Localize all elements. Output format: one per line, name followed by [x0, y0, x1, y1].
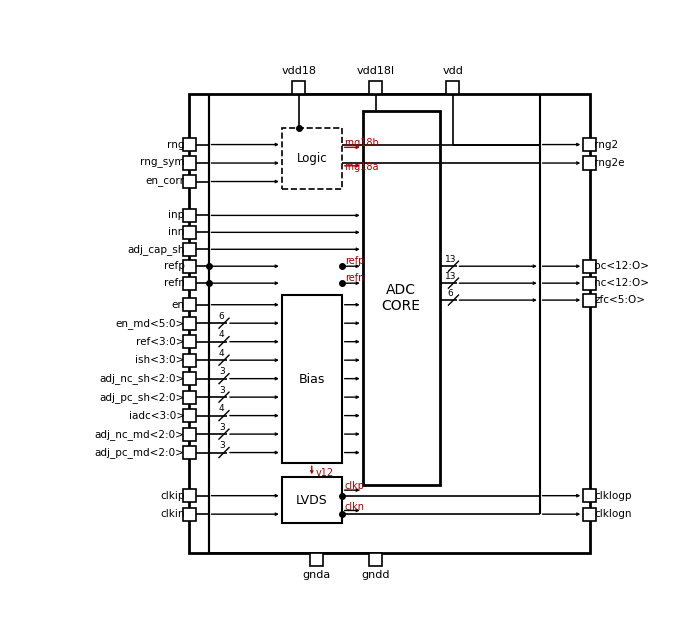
Text: LVDS: LVDS — [296, 494, 328, 507]
Text: refn: refn — [164, 278, 185, 288]
Text: refp: refp — [164, 261, 185, 271]
Text: vdd18: vdd18 — [281, 67, 316, 76]
Text: rng: rng — [167, 140, 185, 150]
Bar — [282, 477, 342, 524]
Text: Logic: Logic — [297, 152, 327, 165]
Bar — [183, 226, 196, 239]
Text: 4: 4 — [219, 349, 225, 358]
Bar — [183, 298, 196, 311]
Text: en_md<5:0>: en_md<5:0> — [116, 317, 185, 329]
Text: gnda: gnda — [302, 570, 330, 580]
Bar — [369, 81, 382, 93]
Text: adj_nc_sh<2:0>: adj_nc_sh<2:0> — [99, 373, 185, 384]
Text: Bias: Bias — [299, 373, 325, 386]
Bar — [183, 243, 196, 256]
Text: clklogn: clklogn — [594, 509, 632, 519]
Text: nc<12:O>: nc<12:O> — [594, 278, 650, 288]
Text: clkp: clkp — [344, 481, 364, 490]
Bar — [183, 276, 196, 290]
Bar — [183, 260, 196, 273]
Text: 4: 4 — [219, 404, 225, 413]
Bar — [190, 93, 590, 553]
Bar — [183, 428, 196, 440]
Bar — [183, 335, 196, 348]
Text: rng18a: rng18a — [344, 161, 379, 172]
Text: refp: refp — [345, 256, 364, 266]
Text: 3: 3 — [219, 367, 225, 376]
Bar — [183, 175, 196, 188]
Text: iadc<3:0>: iadc<3:0> — [129, 411, 185, 420]
Bar — [583, 489, 596, 502]
Text: en: en — [172, 300, 185, 310]
Bar — [583, 157, 596, 170]
Bar — [183, 409, 196, 422]
Text: adj_cap_sh: adj_cap_sh — [127, 244, 185, 255]
Text: ish<3:0>: ish<3:0> — [135, 355, 185, 365]
Text: ref<3:0>: ref<3:0> — [136, 337, 185, 347]
Bar — [183, 372, 196, 385]
Bar — [183, 317, 196, 330]
Bar — [583, 260, 596, 273]
Text: adj_pc_md<2:0>: adj_pc_md<2:0> — [95, 447, 185, 458]
Text: rng2: rng2 — [594, 140, 619, 150]
Bar — [583, 138, 596, 151]
Bar — [183, 209, 196, 222]
Text: 13: 13 — [444, 255, 456, 264]
Text: v12: v12 — [316, 468, 334, 477]
Bar — [183, 489, 196, 502]
Text: en_corr: en_corr — [146, 177, 185, 186]
Text: 3: 3 — [219, 441, 225, 450]
Text: ADC
CORE: ADC CORE — [382, 283, 421, 313]
Text: rng18b: rng18b — [344, 138, 379, 148]
Text: gndd: gndd — [361, 570, 390, 580]
Bar — [583, 508, 596, 521]
Bar — [183, 354, 196, 367]
Bar — [183, 446, 196, 459]
Text: pc<12:O>: pc<12:O> — [594, 261, 650, 271]
Bar — [282, 296, 342, 463]
Text: rng2e: rng2e — [594, 158, 625, 168]
Text: clkin: clkin — [160, 509, 185, 519]
Text: inp: inp — [169, 211, 185, 220]
Text: 6: 6 — [447, 289, 454, 298]
Bar — [183, 138, 196, 151]
Bar — [583, 294, 596, 307]
Bar — [282, 127, 342, 189]
Bar — [292, 81, 305, 93]
Text: adj_pc_sh<2:0>: adj_pc_sh<2:0> — [99, 392, 185, 403]
Text: clkn: clkn — [344, 502, 364, 513]
Text: clklogp: clklogp — [594, 491, 632, 500]
Text: vdd18l: vdd18l — [356, 67, 395, 76]
Text: 3: 3 — [219, 386, 225, 395]
Text: refn: refn — [345, 273, 364, 283]
Text: 13: 13 — [444, 272, 456, 281]
Text: 6: 6 — [219, 312, 225, 321]
Text: vdd: vdd — [442, 67, 463, 76]
Text: clkip: clkip — [160, 491, 185, 500]
Text: zfc<5:O>: zfc<5:O> — [594, 295, 645, 305]
Bar — [446, 81, 459, 93]
Bar — [310, 553, 323, 566]
Bar — [369, 553, 382, 566]
Text: 3: 3 — [219, 422, 225, 431]
Text: inn: inn — [169, 227, 185, 237]
Bar — [183, 390, 196, 404]
Bar — [183, 508, 196, 521]
Bar — [363, 111, 440, 485]
Text: adj_nc_md<2:0>: adj_nc_md<2:0> — [95, 429, 185, 440]
Bar — [183, 157, 196, 170]
Bar — [583, 276, 596, 290]
Text: 4: 4 — [219, 330, 225, 339]
Text: rng_sym: rng_sym — [140, 158, 185, 168]
